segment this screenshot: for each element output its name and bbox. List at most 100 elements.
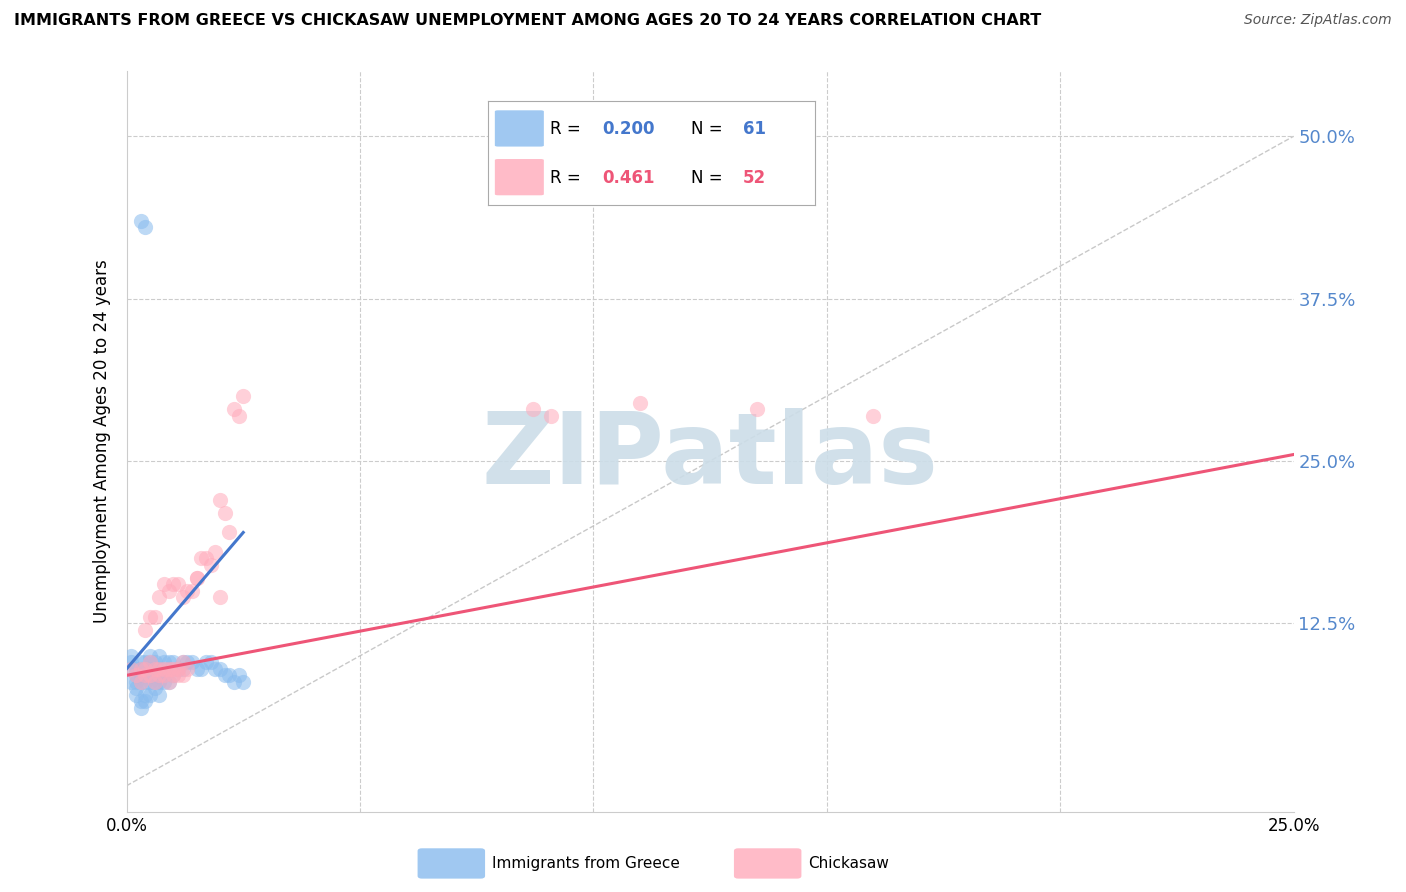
Point xyxy=(167,662,190,676)
Point xyxy=(139,674,162,689)
Point xyxy=(143,610,166,624)
Point xyxy=(134,656,156,670)
Point xyxy=(143,681,166,696)
Point xyxy=(139,648,162,663)
Point xyxy=(134,688,156,702)
Point xyxy=(190,551,212,566)
Point xyxy=(157,656,180,670)
Point xyxy=(153,577,176,591)
Point xyxy=(180,656,202,670)
Point xyxy=(172,656,194,670)
Point xyxy=(157,662,180,676)
Point xyxy=(162,668,184,682)
Point xyxy=(214,668,236,682)
Point xyxy=(125,668,148,682)
Point xyxy=(129,213,152,227)
Point xyxy=(143,662,166,676)
Point xyxy=(134,668,156,682)
Point xyxy=(148,662,170,676)
Point xyxy=(143,656,166,670)
Point xyxy=(186,571,208,585)
Point xyxy=(148,648,170,663)
Point xyxy=(125,662,148,676)
Text: ZIPatlas: ZIPatlas xyxy=(482,408,938,505)
Point xyxy=(120,656,142,670)
Point xyxy=(134,220,156,235)
Point xyxy=(129,674,152,689)
Point xyxy=(120,648,142,663)
Point xyxy=(232,389,254,403)
Point xyxy=(148,674,170,689)
Point xyxy=(125,674,148,689)
Point xyxy=(176,583,198,598)
Point xyxy=(148,662,170,676)
Point xyxy=(139,656,162,670)
Point xyxy=(200,558,222,572)
Point xyxy=(176,662,198,676)
Point xyxy=(222,674,245,689)
Point xyxy=(153,668,176,682)
Point xyxy=(232,674,254,689)
Point xyxy=(129,668,152,682)
Point xyxy=(129,701,152,715)
Point xyxy=(134,668,156,682)
Point xyxy=(148,591,170,605)
Point xyxy=(134,662,156,676)
Point xyxy=(139,668,162,682)
Point xyxy=(134,694,156,708)
Point xyxy=(172,662,194,676)
Point xyxy=(194,551,217,566)
Point xyxy=(218,668,240,682)
Point xyxy=(190,662,212,676)
Point xyxy=(208,493,231,508)
Point xyxy=(228,668,250,682)
Point xyxy=(139,688,162,702)
Point xyxy=(157,583,180,598)
Point xyxy=(167,577,190,591)
Point xyxy=(139,610,162,624)
Point xyxy=(148,668,170,682)
Point xyxy=(157,674,180,689)
Point xyxy=(745,402,768,417)
Text: Immigrants from Greece: Immigrants from Greece xyxy=(492,856,681,871)
Point xyxy=(139,662,162,676)
Point xyxy=(125,688,148,702)
Point xyxy=(129,656,152,670)
Point xyxy=(628,395,651,409)
Point xyxy=(143,674,166,689)
Point xyxy=(134,674,156,689)
Point xyxy=(120,662,142,676)
Point xyxy=(194,656,217,670)
Point xyxy=(153,662,176,676)
Point xyxy=(186,571,208,585)
Point xyxy=(153,656,176,670)
Point xyxy=(204,545,226,559)
Point xyxy=(200,656,222,670)
Point xyxy=(162,668,184,682)
Point xyxy=(172,656,194,670)
Point xyxy=(157,662,180,676)
Point xyxy=(162,577,184,591)
Point xyxy=(218,525,240,540)
Point xyxy=(180,583,202,598)
Point xyxy=(129,674,152,689)
Point xyxy=(208,591,231,605)
Point xyxy=(172,591,194,605)
Point xyxy=(148,688,170,702)
Point xyxy=(208,662,231,676)
Point xyxy=(125,681,148,696)
Point xyxy=(120,662,142,676)
Point xyxy=(862,409,884,423)
Point xyxy=(162,656,184,670)
Y-axis label: Unemployment Among Ages 20 to 24 years: Unemployment Among Ages 20 to 24 years xyxy=(93,260,111,624)
Point xyxy=(214,506,236,520)
Point xyxy=(120,674,142,689)
Text: Chickasaw: Chickasaw xyxy=(808,856,890,871)
Point xyxy=(148,668,170,682)
Point xyxy=(228,409,250,423)
Point xyxy=(522,402,544,417)
Point xyxy=(129,694,152,708)
Point xyxy=(186,662,208,676)
Point xyxy=(134,623,156,637)
Point xyxy=(125,668,148,682)
